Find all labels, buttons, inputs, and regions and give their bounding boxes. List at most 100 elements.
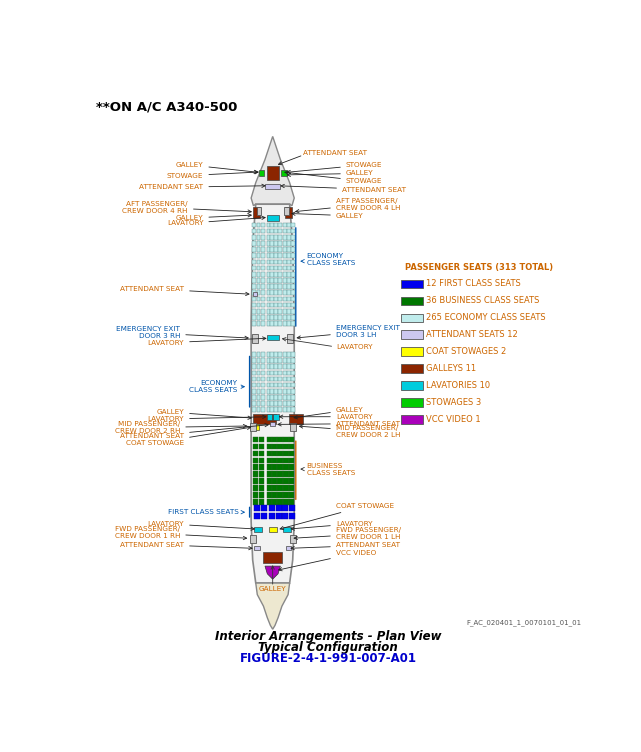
Bar [271, 290, 274, 295]
Bar [272, 444, 278, 449]
Bar [278, 352, 282, 356]
Bar [252, 241, 256, 246]
Bar [253, 292, 256, 296]
Bar [256, 272, 260, 277]
Bar [256, 321, 260, 326]
Bar [252, 223, 256, 227]
Bar [291, 290, 295, 295]
Bar [261, 272, 265, 277]
Bar [261, 371, 265, 375]
Bar [281, 169, 287, 177]
Bar [261, 229, 265, 233]
Text: 265 ECONOMY CLASS SEATS: 265 ECONOMY CLASS SEATS [426, 313, 545, 322]
Text: COAT STOWAGES 2: COAT STOWAGES 2 [426, 347, 506, 356]
Bar [256, 229, 260, 233]
Text: AFT PASSENGER/
CREW DOOR 4 LH: AFT PASSENGER/ CREW DOOR 4 LH [296, 198, 401, 213]
Bar [259, 478, 264, 484]
Bar [282, 505, 288, 511]
Bar [274, 371, 278, 375]
Bar [271, 395, 274, 400]
Bar [291, 389, 295, 393]
Bar [289, 485, 294, 490]
Bar [259, 437, 264, 442]
Bar [261, 395, 265, 400]
Bar [278, 296, 282, 302]
Bar [290, 535, 296, 543]
Bar [287, 358, 291, 362]
Bar [261, 296, 265, 302]
Bar [252, 278, 256, 283]
Bar [283, 499, 289, 505]
Bar [274, 229, 278, 233]
Text: VCC VIDEO 1: VCC VIDEO 1 [426, 414, 481, 423]
Bar [289, 513, 295, 519]
Bar [278, 492, 283, 498]
Bar [274, 296, 278, 302]
Bar [271, 259, 274, 264]
Bar [291, 315, 295, 320]
Bar [278, 371, 282, 375]
Bar [287, 259, 291, 264]
Bar [278, 303, 282, 308]
Bar [289, 444, 294, 449]
Bar [267, 408, 271, 412]
Bar [253, 424, 259, 430]
Bar [269, 505, 275, 511]
Text: ATTENDANT SEAT: ATTENDANT SEAT [120, 423, 268, 439]
Bar [261, 309, 265, 314]
Text: FIGURE-2-4-1-991-007-A01: FIGURE-2-4-1-991-007-A01 [240, 652, 417, 665]
Bar [267, 383, 271, 387]
Bar [271, 229, 274, 233]
Bar [274, 259, 278, 264]
Bar [259, 485, 264, 490]
Bar [261, 259, 265, 264]
Bar [283, 259, 287, 264]
Bar [283, 321, 287, 326]
Text: ECONOMY
CLASS SEATS: ECONOMY CLASS SEATS [306, 253, 355, 266]
FancyBboxPatch shape [401, 314, 423, 322]
Bar [287, 371, 291, 375]
FancyBboxPatch shape [401, 280, 423, 288]
Bar [267, 478, 272, 484]
Bar [253, 485, 258, 490]
Bar [267, 444, 272, 449]
Bar [272, 437, 278, 442]
Bar [283, 309, 287, 314]
Bar [287, 395, 291, 400]
Bar [261, 265, 265, 271]
Bar [287, 321, 291, 326]
Bar [252, 352, 256, 356]
Bar [272, 472, 278, 477]
Bar [274, 402, 278, 406]
Bar [261, 383, 265, 387]
Bar [274, 365, 278, 369]
Bar [274, 265, 278, 271]
Bar [272, 457, 278, 463]
Bar [283, 389, 287, 393]
Bar [252, 358, 256, 362]
Text: ATTENDANT SEAT: ATTENDANT SEAT [281, 184, 406, 193]
Bar [274, 414, 279, 420]
Bar [256, 365, 260, 369]
Bar [283, 352, 287, 356]
Bar [271, 223, 274, 227]
Polygon shape [251, 136, 294, 206]
Bar [289, 492, 294, 498]
Bar [252, 284, 256, 289]
Bar [256, 253, 260, 258]
Bar [287, 365, 291, 369]
Bar [252, 303, 256, 308]
Bar [278, 241, 282, 246]
Text: FIRST CLASS SEATS: FIRST CLASS SEATS [168, 509, 239, 515]
Bar [261, 377, 265, 381]
Bar [256, 303, 260, 308]
Bar [283, 527, 291, 532]
Bar [287, 241, 291, 246]
Bar [267, 253, 271, 258]
Bar [287, 253, 291, 258]
Bar [291, 309, 295, 314]
Bar [272, 485, 278, 490]
Bar [267, 365, 271, 369]
Text: MID PASSENGER/
CREW DOOR 2 LH: MID PASSENGER/ CREW DOOR 2 LH [299, 425, 401, 438]
Text: STOWAGE: STOWAGE [285, 171, 382, 184]
